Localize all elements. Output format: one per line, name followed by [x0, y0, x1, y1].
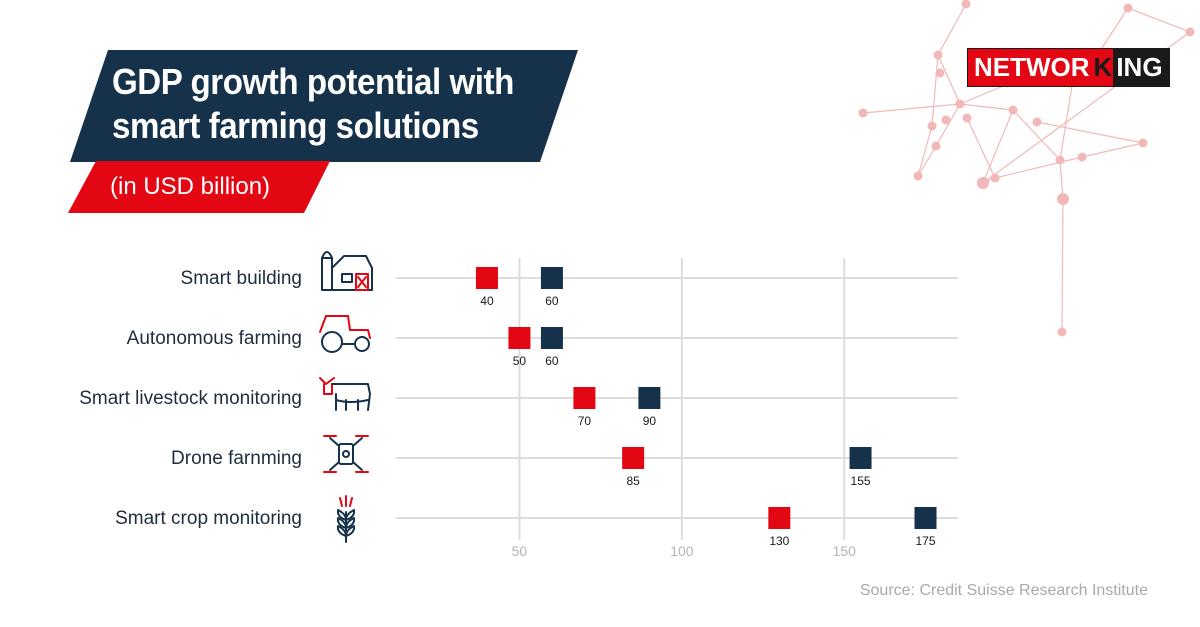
red-marker: [475, 267, 498, 289]
data-label: 175: [915, 534, 935, 548]
chart-subtitle: (in USD billion): [110, 173, 271, 200]
data-label: 60: [545, 354, 559, 368]
title-line-2: smart farming solutions: [112, 105, 479, 146]
network-node: [933, 50, 943, 60]
data-label: 60: [545, 294, 559, 308]
network-line: [1081, 142, 1144, 158]
network-line: [935, 103, 961, 147]
network-node: [1123, 3, 1133, 13]
network-node: [1185, 27, 1195, 37]
source-note: Source: Credit Suisse Research Institute: [859, 582, 1148, 599]
network-line: [1012, 109, 1061, 161]
network-node: [961, 0, 971, 9]
network-line: [994, 156, 1083, 179]
network-node: [931, 141, 941, 151]
red-marker: [622, 447, 645, 469]
network-node: [858, 108, 868, 118]
red-marker: [768, 507, 791, 529]
category-label: Autonomous farming: [127, 328, 302, 349]
chart-title: GDP growth potential with smart farming …: [112, 60, 517, 148]
network-line: [1061, 198, 1064, 333]
network-node: [935, 68, 945, 78]
tractor-icon: [319, 315, 371, 353]
data-label: 40: [480, 294, 494, 308]
category-label: Smart crop monitoring: [115, 508, 302, 529]
data-label: 90: [643, 414, 657, 428]
network-node: [990, 173, 1000, 183]
network-line: [1036, 121, 1144, 144]
network-node: [1032, 117, 1042, 127]
network-line: [959, 103, 1014, 111]
red-marker: [508, 327, 531, 349]
network-node: [927, 121, 937, 131]
title-banner: [70, 50, 578, 162]
title-line-1: GDP growth potential with: [112, 61, 514, 102]
network-line: [931, 54, 939, 127]
network-line: [982, 109, 1014, 184]
network-node: [1055, 155, 1065, 165]
network-node: [1077, 152, 1087, 162]
network-node: [913, 171, 923, 181]
networking-logo: NETWOR K ING: [968, 49, 1169, 86]
subtitle-banner: [68, 161, 330, 213]
x-tick-label: 50: [512, 543, 528, 559]
network-node: [1057, 193, 1069, 205]
network-node: [977, 177, 989, 189]
category-label: Drone farnming: [171, 448, 302, 469]
network-node: [955, 99, 965, 109]
network-node: [1138, 138, 1148, 148]
network-line: [937, 54, 961, 105]
navy-marker: [849, 447, 872, 469]
wheat-icon: [336, 495, 356, 543]
x-tick-label: 150: [833, 543, 857, 559]
navy-marker: [914, 507, 937, 529]
network-line: [1059, 159, 1064, 200]
network-line: [1097, 7, 1129, 55]
data-label: 130: [769, 534, 789, 548]
network-node: [941, 115, 951, 125]
barn-icon: [321, 251, 373, 291]
data-label: 85: [626, 474, 640, 488]
category-label: Smart building: [181, 268, 302, 289]
network-line: [917, 145, 937, 177]
network-node: [1008, 105, 1018, 115]
network-line: [1127, 7, 1191, 33]
network-line: [917, 125, 933, 177]
navy-marker: [638, 387, 661, 409]
category-label: Smart livestock monitoring: [79, 388, 302, 409]
network-node: [962, 113, 972, 123]
data-label: 155: [851, 474, 871, 488]
network-line: [966, 117, 996, 179]
navy-marker: [540, 327, 563, 349]
network-line: [937, 3, 967, 56]
data-label: 50: [513, 354, 527, 368]
data-label: 70: [578, 414, 592, 428]
cow-icon: [319, 377, 371, 411]
logo-part-a: NETWOR: [968, 49, 1093, 86]
red-marker: [573, 387, 596, 409]
network-node: [1057, 327, 1067, 337]
x-tick-label: 100: [670, 543, 694, 559]
logo-part-x: K: [1092, 49, 1114, 86]
network-line: [862, 103, 961, 114]
navy-marker: [540, 267, 563, 289]
drone-icon: [323, 435, 369, 473]
logo-part-b: ING: [1113, 49, 1169, 86]
